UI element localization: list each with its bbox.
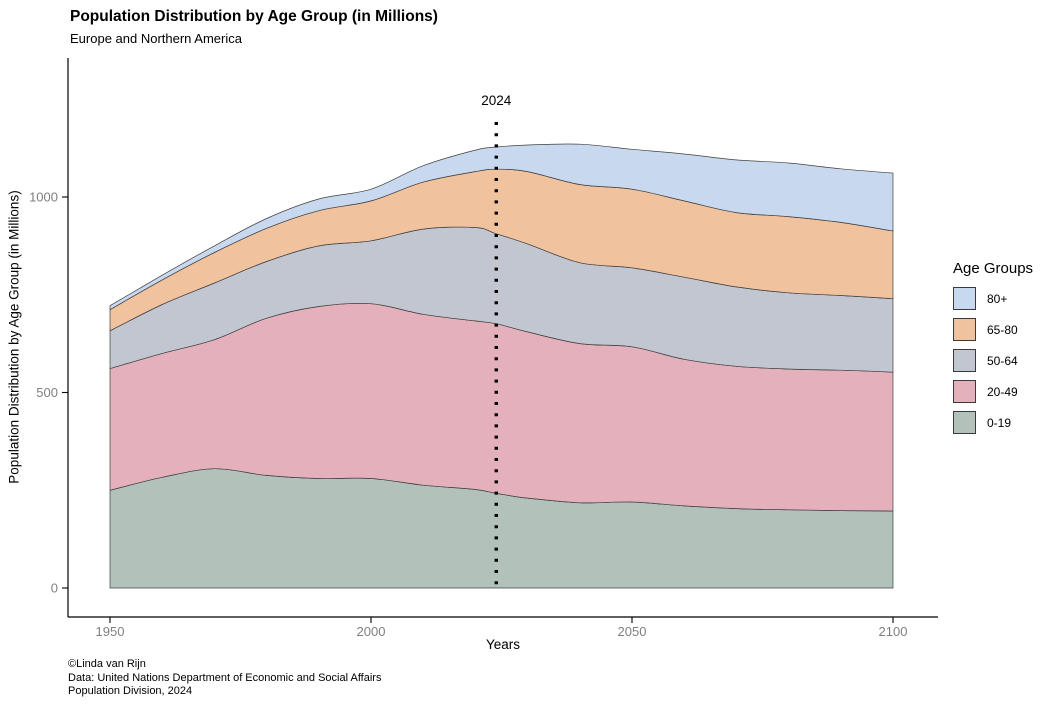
x-axis-label: Years — [485, 637, 521, 652]
y-tick-label: 1000 — [29, 190, 58, 205]
legend-swatch-80+ — [953, 287, 976, 310]
legend-title: Age Groups — [953, 260, 1034, 277]
legend-item-65-80: 65-80 — [953, 318, 1033, 341]
caption: ©Linda van Rijn Data: United Nations Dep… — [68, 658, 381, 699]
legend: Age Groups 80+ 65-80 50-64 20-49 0-19 — [953, 260, 1033, 442]
legend-label: 20-49 — [987, 384, 1018, 399]
chart-title: Population Distribution by Age Group (in… — [70, 8, 438, 25]
legend-item-0-19: 0-19 — [953, 411, 1033, 434]
vline-year-label: 2024 — [481, 93, 512, 108]
legend-item-20-49: 20-49 — [953, 380, 1033, 403]
caption-line-source: Data: United Nations Department of Econo… — [68, 671, 382, 684]
x-tick-label: 2050 — [618, 624, 647, 639]
legend-label: 0-19 — [987, 415, 1012, 430]
legend-swatch-20-49 — [953, 380, 976, 403]
area-80+ — [109, 143, 894, 311]
y-tick-label: 500 — [36, 385, 58, 400]
legend-label: 65-80 — [987, 322, 1018, 337]
chart-subtitle: Europe and Northern America — [70, 31, 242, 46]
legend-label: 50-64 — [987, 353, 1018, 368]
legend-item-80+: 80+ — [953, 287, 1033, 310]
legend-swatch-0-19 — [953, 411, 976, 434]
caption-line-division: Population Division, 2024 — [68, 685, 193, 697]
x-tick-label: 1950 — [96, 624, 125, 639]
x-tick-label: 2100 — [879, 624, 908, 639]
caption-line-author: ©Linda van Rijn — [68, 658, 146, 670]
legend-label: 80+ — [987, 291, 1008, 306]
x-tick-label: 2000 — [357, 624, 386, 639]
y-tick-label: 0 — [51, 581, 58, 596]
y-axis-label: Population Distribution by Age Group (in… — [6, 190, 22, 484]
legend-item-50-64: 50-64 — [953, 349, 1033, 372]
legend-swatch-65-80 — [953, 318, 976, 341]
legend-swatch-50-64 — [953, 349, 976, 372]
